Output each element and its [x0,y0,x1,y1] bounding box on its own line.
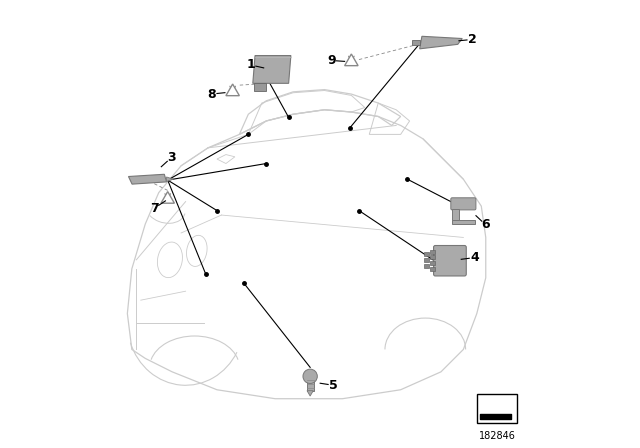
FancyBboxPatch shape [424,258,429,262]
Text: 3: 3 [167,151,175,164]
FancyBboxPatch shape [429,255,435,259]
Polygon shape [226,84,239,96]
FancyBboxPatch shape [429,267,435,271]
FancyBboxPatch shape [477,394,517,423]
FancyBboxPatch shape [429,261,435,265]
Circle shape [303,369,317,383]
FancyBboxPatch shape [429,250,435,254]
Text: 182846: 182846 [479,431,515,441]
Polygon shape [412,40,420,45]
Polygon shape [129,174,166,184]
Text: 4: 4 [470,251,479,264]
FancyBboxPatch shape [433,246,467,276]
Text: 6: 6 [481,218,490,232]
Polygon shape [452,220,474,224]
Text: 9: 9 [327,54,335,67]
Polygon shape [420,36,462,49]
Text: 2: 2 [468,33,477,46]
Polygon shape [161,192,174,203]
Polygon shape [307,391,314,396]
Text: 8: 8 [207,87,216,101]
Text: 1: 1 [246,58,255,72]
FancyBboxPatch shape [424,252,429,256]
Polygon shape [253,56,291,83]
FancyBboxPatch shape [307,376,314,391]
Polygon shape [452,208,459,220]
FancyBboxPatch shape [424,264,429,268]
Text: 5: 5 [329,379,338,392]
FancyBboxPatch shape [451,198,476,210]
Polygon shape [344,54,358,66]
Polygon shape [166,177,173,181]
Text: 7: 7 [150,202,159,215]
FancyBboxPatch shape [253,83,266,91]
